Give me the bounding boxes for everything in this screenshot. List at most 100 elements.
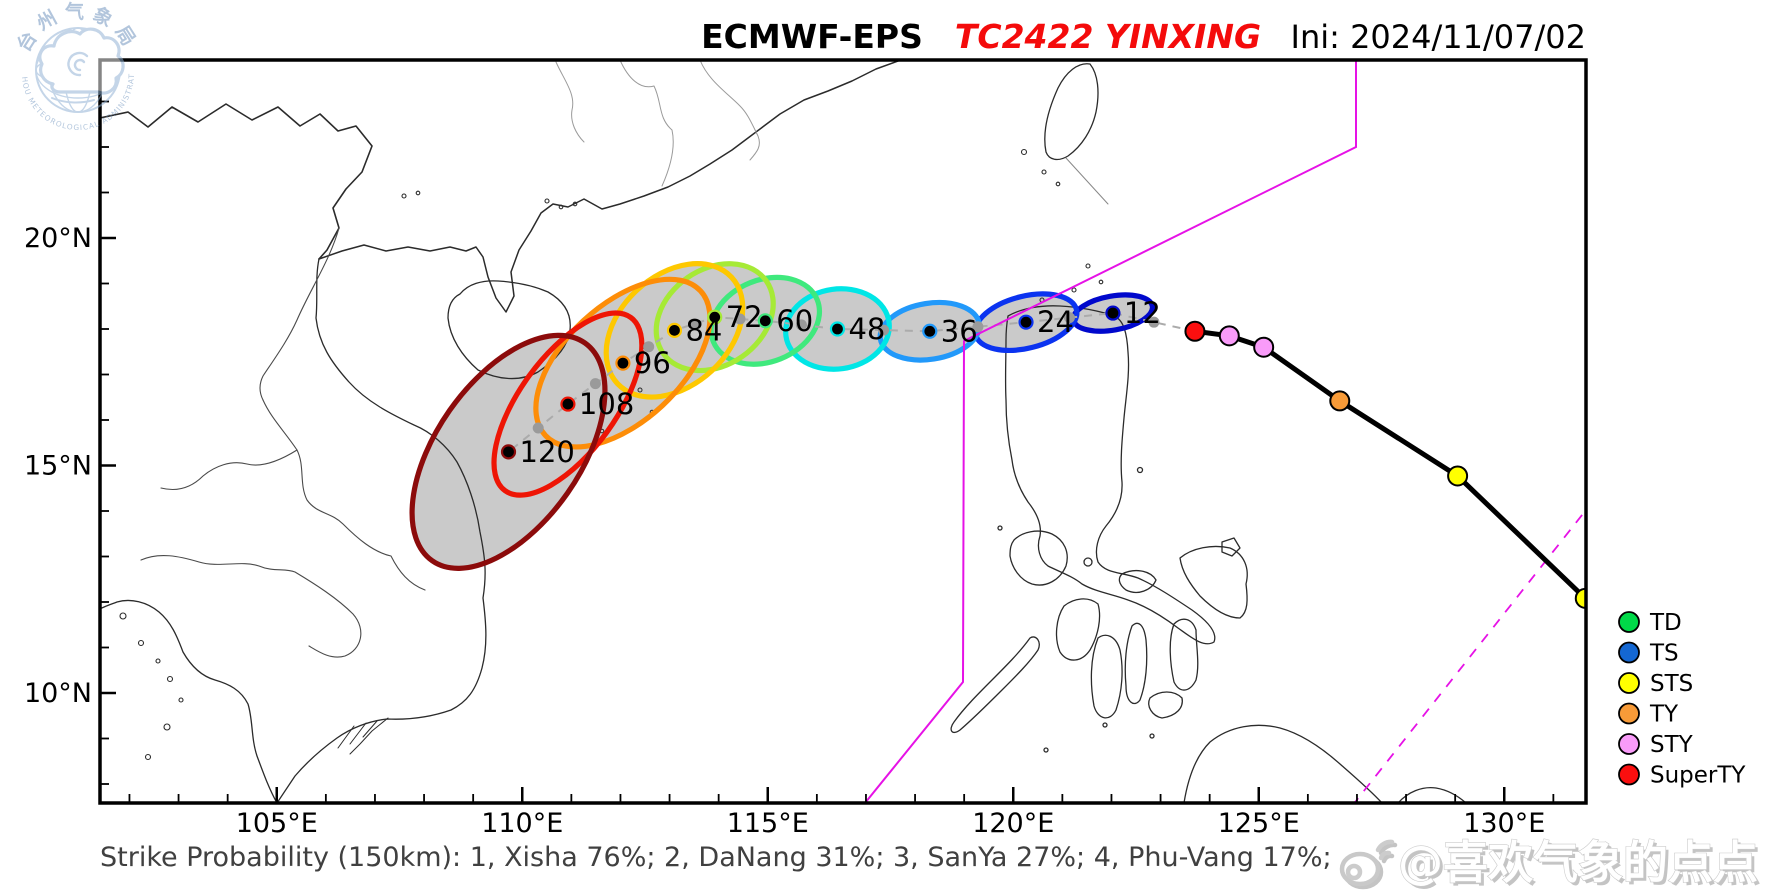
station-logo: 台州气象局 TAIZHOU METEOROLOGICAL ADMINISTRAT… <box>4 0 136 132</box>
track-point-STS <box>1447 465 1469 487</box>
forecast-ellipse-108h <box>491 310 645 498</box>
forecast-center-dot-12h <box>1105 305 1121 321</box>
forecast-center-dot-24h <box>1018 314 1034 330</box>
legend-label-STS: STS <box>1650 671 1693 697</box>
forecast-center-dot-60h <box>757 313 773 329</box>
forecast-6h-dot <box>878 324 890 336</box>
intensity-legend: TD TS STS TY STY SuperTY <box>1618 610 1746 789</box>
forecast-hour-label-36: 36 <box>941 314 978 348</box>
pearl-delta-islands <box>401 190 578 210</box>
legend-label-TS: TS <box>1649 641 1679 667</box>
x-tick-label-130: 130°E <box>1463 808 1545 839</box>
forecast-hour-label-120: 120 <box>520 435 575 469</box>
legend-label-SuperTY: SuperTY <box>1650 763 1746 789</box>
x-tick-label-105: 105°E <box>236 808 318 839</box>
legend-label-TD: TD <box>1649 610 1682 636</box>
map-border <box>98 58 1588 805</box>
forecast-hour-label-48: 48 <box>848 312 885 346</box>
forecast-6h-dot <box>1148 316 1160 328</box>
track-point-STY <box>1218 325 1240 347</box>
plot-frame <box>98 58 1588 805</box>
forecast-hour-label-72: 72 <box>726 300 763 334</box>
legend-marker-TS <box>1618 641 1640 664</box>
svg-text:@喜欢气象的点点: @喜欢气象的点点 <box>1401 839 1761 892</box>
forecast-center-dot-120h <box>500 444 517 460</box>
forecast-ellipse-48h <box>783 286 892 372</box>
forecast-center-dot-108h <box>560 396 576 412</box>
luzon-island <box>1004 305 1216 645</box>
legend-marker-STS <box>1618 672 1640 694</box>
legend-marker-SuperTY <box>1618 763 1640 786</box>
legend-marker-TD <box>1618 611 1640 633</box>
legend-marker-STY <box>1618 733 1640 755</box>
forecast-hour-label-12: 12 <box>1124 296 1161 330</box>
track-point-SuperTY <box>1184 320 1206 342</box>
strike-probability-text: Strike Probability (150km): 1, Xisha 76%… <box>100 842 1332 873</box>
x-tick-label-125: 125°E <box>1218 808 1300 839</box>
forecast-6h-dot <box>795 319 807 331</box>
forecast-hour-label-96: 96 <box>634 346 671 380</box>
x-tick-label-120: 120°E <box>972 808 1054 839</box>
forecast-center-dot-72h <box>707 309 723 325</box>
title-init: Ini: 2024/11/07/02 <box>1291 18 1587 56</box>
forecast-6h-dot <box>532 422 544 434</box>
hainan-island <box>447 280 571 380</box>
forecast-center-dot-36h <box>922 323 938 339</box>
legend-label-TY: TY <box>1649 702 1679 728</box>
legend-marker-TY <box>1618 702 1640 725</box>
forecast-connector <box>500 305 1196 460</box>
weibo-icon <box>1339 839 1398 890</box>
forecast-center-line <box>507 312 1196 453</box>
shelf-line <box>1065 157 1109 205</box>
axis-tick-labels: 105°E 110°E 115°E 120°E 125°E 130°E 10°N 15°N 20… <box>24 223 1545 839</box>
forecast-ellipse-60h <box>708 274 823 367</box>
responsibility-boundary <box>864 60 1586 803</box>
forecast-hour-label-24: 24 <box>1037 305 1074 339</box>
china-vietnam-border <box>100 103 373 260</box>
forecast-ellipse-72h <box>653 261 776 374</box>
forecast-ellipse-120h <box>409 332 608 571</box>
track-point-TY <box>1329 390 1351 412</box>
south-china-coast <box>318 60 899 313</box>
indochina-borders <box>140 227 426 658</box>
legend-label-STY: STY <box>1650 732 1694 758</box>
title-model: ECMWF-EPS <box>701 17 923 56</box>
vietnam-coast <box>276 258 487 803</box>
mekong-delta <box>337 717 389 755</box>
y-tick-label-20: 20°N <box>24 223 92 254</box>
x-tick-label-115: 115°E <box>727 808 809 839</box>
forecast-center-dot-96h <box>615 355 631 371</box>
forecast-center-dot-48h <box>829 321 846 337</box>
y-tick-label-15: 15°N <box>24 451 92 482</box>
philippine-islands <box>950 466 1467 803</box>
track-point-STY <box>1253 336 1275 358</box>
forecast-hour-label-60: 60 <box>776 304 813 338</box>
x-tick-label-110: 110°E <box>481 808 563 839</box>
watermark: @喜欢气象的点点 @喜欢气象的点点 <box>1339 835 1761 892</box>
boundary-solid <box>864 60 1357 803</box>
forecast-6h-dot <box>589 378 601 390</box>
logo-cloud <box>38 27 125 104</box>
forecast-6h-dot <box>689 318 701 330</box>
gulf-of-thailand-coast <box>100 599 278 803</box>
forecast-center-dot-84h <box>666 322 683 338</box>
observed-track <box>1184 320 1586 609</box>
title-storm: TC2422 YINXING <box>955 17 1261 56</box>
rivers <box>555 60 760 187</box>
forecast-6h-dot <box>643 341 655 353</box>
boundary-dashed <box>1353 509 1586 803</box>
thai-islands <box>119 612 184 761</box>
taiwan-island <box>1044 63 1099 161</box>
forecast-6h-dot <box>1063 312 1075 324</box>
forecast-hour-label-108: 108 <box>579 387 634 421</box>
forecast-ellipse-96h <box>533 276 713 450</box>
y-tick-label-10: 10°N <box>24 678 92 709</box>
forecast-hour-label-84: 84 <box>685 313 722 347</box>
svg-text:@喜欢气象的点点: @喜欢气象的点点 <box>1398 836 1758 889</box>
forecast-ellipse-84h <box>603 261 746 400</box>
coastlines <box>100 60 1467 803</box>
forecast-6h-dot <box>972 321 984 333</box>
